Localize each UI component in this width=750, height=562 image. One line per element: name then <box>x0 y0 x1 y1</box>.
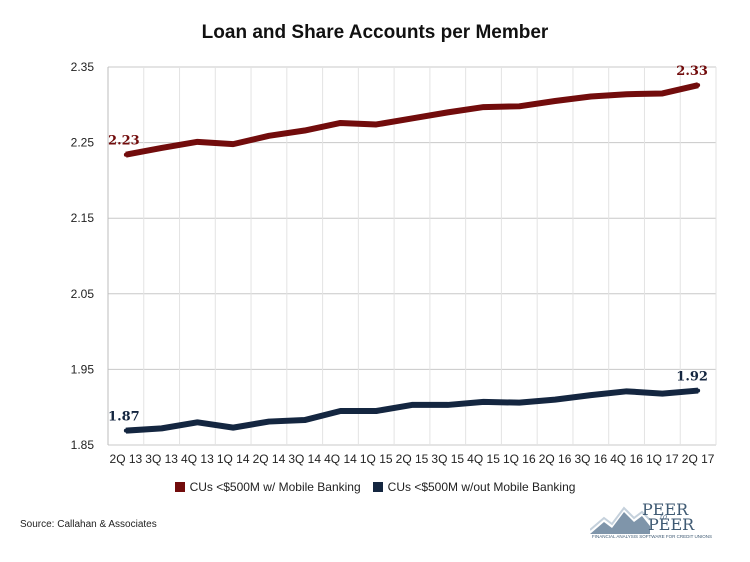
data-point <box>266 133 271 138</box>
data-point <box>517 104 522 109</box>
data-point <box>195 420 200 425</box>
data-point <box>231 425 236 430</box>
data-point <box>231 142 236 147</box>
x-tick-label: 3Q 15 <box>431 452 464 466</box>
data-point <box>266 419 271 424</box>
x-tick-label: 3Q 14 <box>288 452 321 466</box>
mountain-logo-icon <box>590 506 650 534</box>
data-point <box>624 92 629 97</box>
x-tick-label: 2Q 17 <box>682 452 715 466</box>
data-point <box>159 426 164 431</box>
data-point <box>588 94 593 99</box>
logo-word-to: to <box>660 513 668 521</box>
data-point <box>696 83 701 88</box>
data-point <box>374 122 379 127</box>
x-tick-label: 2Q 16 <box>539 452 572 466</box>
data-labels: 2.23 2.33 1.87 1.92 <box>108 64 708 424</box>
series-lines <box>123 82 701 434</box>
data-point <box>481 399 486 404</box>
y-tick-label: 1.85 <box>71 438 95 452</box>
data-point <box>660 91 665 96</box>
data-point <box>302 418 307 423</box>
data-point <box>553 397 558 402</box>
legend-swatch-with-mobile <box>174 482 185 492</box>
x-tick-label: 4Q 13 <box>181 452 214 466</box>
x-tick-label: 3Q 13 <box>145 452 178 466</box>
source-note: Source: Callahan & Associates <box>20 519 157 530</box>
x-tick-label: 1Q 14 <box>217 452 250 466</box>
logo-word-peer: PEER <box>642 500 689 519</box>
y-tick-label: 2.05 <box>71 287 95 301</box>
data-point <box>553 99 558 104</box>
data-point <box>410 402 414 407</box>
x-tick-label: 1Q 17 <box>646 452 679 466</box>
legend-item-without-mobile[interactable]: CUs <$500M w/out Mobile Banking <box>372 480 576 494</box>
data-label: 2.23 <box>108 134 140 149</box>
data-point <box>123 152 128 157</box>
legend-label-with-mobile: CUs <$500M w/ Mobile Banking <box>189 480 361 494</box>
data-point <box>588 393 593 398</box>
grid <box>107 66 717 446</box>
data-point <box>374 408 379 413</box>
logo-word-peer-2: PEER <box>648 515 695 534</box>
x-tick-label: 4Q 14 <box>324 452 357 466</box>
data-point <box>338 120 343 125</box>
data-label: 1.92 <box>676 370 708 385</box>
peer-to-peer-logo: PEER to PEER FINANCIAL ANALYSIS SOFTWARE… <box>590 500 730 542</box>
y-tick-label: 2.25 <box>71 136 95 150</box>
data-point <box>624 389 629 394</box>
chart-title: Loan and Share Accounts per Member <box>201 22 549 43</box>
data-point <box>338 408 343 413</box>
data-point <box>445 110 450 115</box>
y-tick-label: 1.95 <box>71 362 95 376</box>
data-label: 2.33 <box>676 64 708 79</box>
y-tick-label: 2.15 <box>71 211 95 225</box>
x-tick-label: 2Q 14 <box>253 452 286 466</box>
logo-tagline: FINANCIAL ANALYSIS SOFTWARE FOR CREDIT U… <box>592 534 713 539</box>
data-point <box>302 128 307 133</box>
x-tick-label: 4Q 15 <box>467 452 500 466</box>
x-tick-label: 2Q 13 <box>110 452 143 466</box>
x-tick-label: 2Q 15 <box>396 452 429 466</box>
data-point <box>696 388 701 393</box>
data-point <box>123 428 128 433</box>
legend-item-with-mobile[interactable]: CUs <$500M w/ Mobile Banking <box>174 480 361 494</box>
data-point <box>660 391 665 396</box>
data-point <box>517 400 522 405</box>
y-tick-label: 2.35 <box>71 60 95 74</box>
legend-swatch-without-mobile <box>372 482 383 492</box>
data-point <box>195 139 200 144</box>
x-tick-label: 1Q 16 <box>503 452 536 466</box>
data-point <box>410 116 414 121</box>
data-point <box>159 145 164 150</box>
x-tick-label: 3Q 16 <box>574 452 607 466</box>
series-line-1 <box>125 387 699 434</box>
x-tick-label: 4Q 16 <box>610 452 643 466</box>
legend-label-without-mobile: CUs <$500M w/out Mobile Banking <box>387 480 576 494</box>
x-tick-label: 1Q 15 <box>360 452 393 466</box>
data-label: 1.87 <box>108 410 140 425</box>
data-point <box>481 105 486 110</box>
legend: CUs <$500M w/ Mobile Banking CUs <$500M … <box>0 480 750 494</box>
data-point <box>445 402 450 407</box>
